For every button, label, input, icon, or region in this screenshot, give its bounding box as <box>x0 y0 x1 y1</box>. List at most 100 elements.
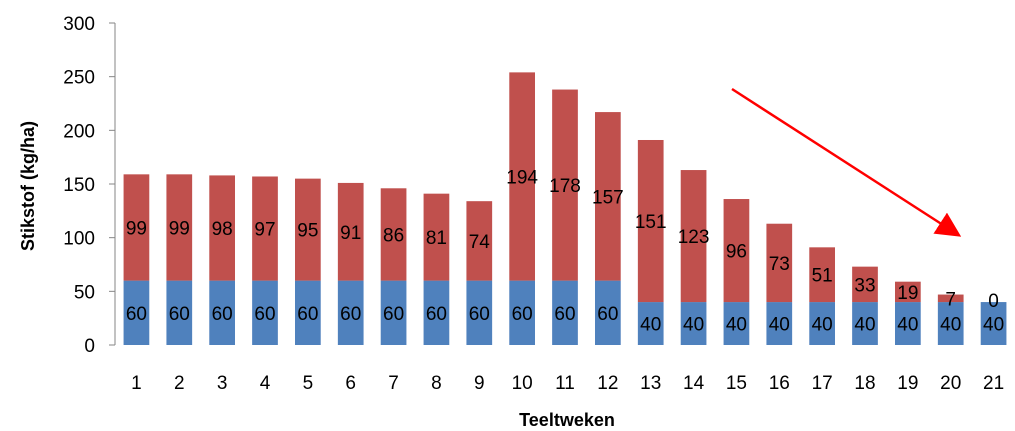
bar-segment-1 <box>637 302 664 345</box>
x-tick-label: 7 <box>388 373 399 394</box>
data-label: 40 <box>983 315 1004 336</box>
y-axis-title: Stikstof (kg/ha) <box>18 121 38 251</box>
x-tick-label: 12 <box>597 373 618 394</box>
data-label: 95 <box>297 221 318 242</box>
data-label: 99 <box>169 218 190 239</box>
x-tick-label: 20 <box>940 373 961 394</box>
data-label: 60 <box>469 304 490 325</box>
bar-segment-1 <box>466 280 493 345</box>
data-label: 97 <box>254 220 275 241</box>
data-label: 81 <box>426 228 447 249</box>
data-label: 123 <box>678 227 710 248</box>
bar-segment-1 <box>809 302 835 345</box>
x-tick-label: 8 <box>431 373 442 394</box>
data-label: 40 <box>683 315 704 336</box>
bar-segment-1 <box>295 280 321 345</box>
data-label: 74 <box>469 232 491 253</box>
data-label: 60 <box>597 304 618 325</box>
data-label: 178 <box>549 176 581 197</box>
y-axis-ticks: 0 50 100 150 200 250 300 <box>63 14 115 357</box>
bar-segment-2 <box>637 139 664 303</box>
y-tick-label: 0 <box>84 336 95 357</box>
bars-group: 60 99 60 99 60 98 60 97 60 95 60 91 60 86 60 81 60 74 60 19… <box>123 72 1007 345</box>
x-axis-ticks: 1 2 3 4 5 6 7 8 9 10 11 12 13 14 15 16 17 18 19 20 21 <box>131 373 1004 394</box>
bar-segment-1 <box>595 280 621 345</box>
bar-segment-1 <box>766 302 793 345</box>
trend-arrow <box>731 87 962 237</box>
y-tick-label: 300 <box>63 14 95 35</box>
data-label: 51 <box>812 266 833 287</box>
data-label: 60 <box>212 304 233 325</box>
data-label: 157 <box>592 187 624 208</box>
bar-segment-2 <box>680 170 707 303</box>
bar-segment-2 <box>295 178 321 281</box>
data-label: 60 <box>254 304 275 325</box>
bar-segment-2 <box>852 266 878 303</box>
x-tick-label: 16 <box>769 373 790 394</box>
data-label: 60 <box>169 304 190 325</box>
bar-segment-1 <box>423 280 450 345</box>
data-label: 60 <box>512 304 533 325</box>
data-label: 19 <box>897 283 918 304</box>
data-label: 151 <box>635 212 667 233</box>
bar-segment-1 <box>337 280 364 345</box>
y-tick-label: 100 <box>63 229 95 250</box>
data-label: 40 <box>812 315 833 336</box>
x-axis-title: Teeltweken <box>519 410 615 430</box>
data-label: 0 <box>988 291 999 312</box>
y-tick-label: 250 <box>63 68 95 89</box>
bar-segment-1 <box>123 280 150 345</box>
bar-segment-2 <box>766 223 793 303</box>
bar-segment-2 <box>423 193 450 281</box>
x-tick-label: 19 <box>897 373 918 394</box>
bar-segment-1 <box>680 302 707 345</box>
bar-segment-2 <box>937 294 964 303</box>
data-label: 40 <box>769 315 790 336</box>
data-label: 60 <box>126 304 147 325</box>
data-label: 40 <box>897 315 918 336</box>
x-tick-label: 21 <box>983 373 1004 394</box>
bar-segment-2 <box>209 175 235 281</box>
y-tick-label: 50 <box>74 282 95 303</box>
bar-segment-2 <box>252 176 278 281</box>
x-tick-label: 1 <box>131 373 142 394</box>
data-label: 91 <box>340 223 361 244</box>
x-tick-label: 6 <box>345 373 356 394</box>
x-tick-label: 11 <box>555 373 575 394</box>
bar-segment-1 <box>380 280 407 345</box>
x-tick-label: 18 <box>854 373 875 394</box>
bar-segment-2 <box>380 188 407 281</box>
bar-segment-1 <box>552 280 578 345</box>
data-label: 60 <box>554 304 575 325</box>
data-label: 7 <box>945 289 956 310</box>
x-tick-label: 4 <box>260 373 271 394</box>
data-label: 40 <box>940 315 961 336</box>
bar-segment-1 <box>980 302 1007 345</box>
y-tick-label: 150 <box>63 175 95 196</box>
bar-segment-2 <box>723 199 750 303</box>
data-label: 60 <box>426 304 447 325</box>
data-label: 60 <box>383 304 404 325</box>
y-tick-label: 200 <box>63 121 95 142</box>
bar-segment-2 <box>552 89 578 281</box>
bar-segment-2 <box>337 182 364 281</box>
bar-segment-1 <box>166 280 193 345</box>
x-tick-label: 14 <box>683 373 705 394</box>
data-label: 98 <box>212 219 233 240</box>
data-label: 96 <box>726 242 747 263</box>
x-tick-label: 3 <box>217 373 228 394</box>
bar-segment-2 <box>895 281 921 303</box>
bar-segment-2 <box>466 201 493 281</box>
data-label: 33 <box>854 275 875 296</box>
x-tick-label: 2 <box>174 373 185 394</box>
bar-segment-2 <box>809 247 835 303</box>
bar-segment-1 <box>895 302 921 345</box>
data-label: 40 <box>854 315 875 336</box>
data-label: 73 <box>769 254 790 275</box>
data-label: 99 <box>126 218 147 239</box>
bar-segment-1 <box>937 302 964 345</box>
data-label: 86 <box>383 225 404 246</box>
bar-segment-2 <box>595 112 621 281</box>
bar-segment-1 <box>509 280 535 345</box>
